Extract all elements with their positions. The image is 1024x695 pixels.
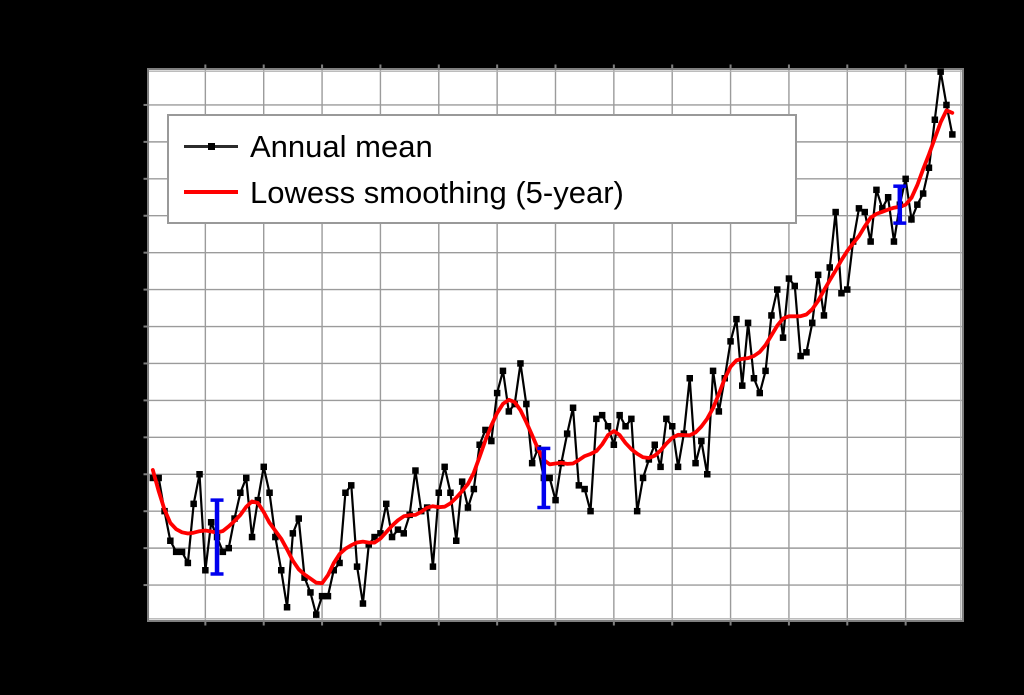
legend-item-annual-mean: Annual mean [169,123,795,169]
legend-item-lowess: Lowess smoothing (5-year) [169,169,795,215]
annual-mean-sample-icon [184,141,238,151]
legend-label-annual-mean: Annual mean [250,128,433,164]
legend: Annual mean Lowess smoothing (5-year) [167,114,797,224]
annual-mean-sample-marker [208,143,215,150]
lowess-sample-line [184,190,238,194]
temperature-anomaly-chart [143,64,964,626]
plot-area: Annual mean Lowess smoothing (5-year) [143,64,964,626]
legend-label-lowess: Lowess smoothing (5-year) [250,174,624,210]
lowess-sample-icon [184,187,238,197]
